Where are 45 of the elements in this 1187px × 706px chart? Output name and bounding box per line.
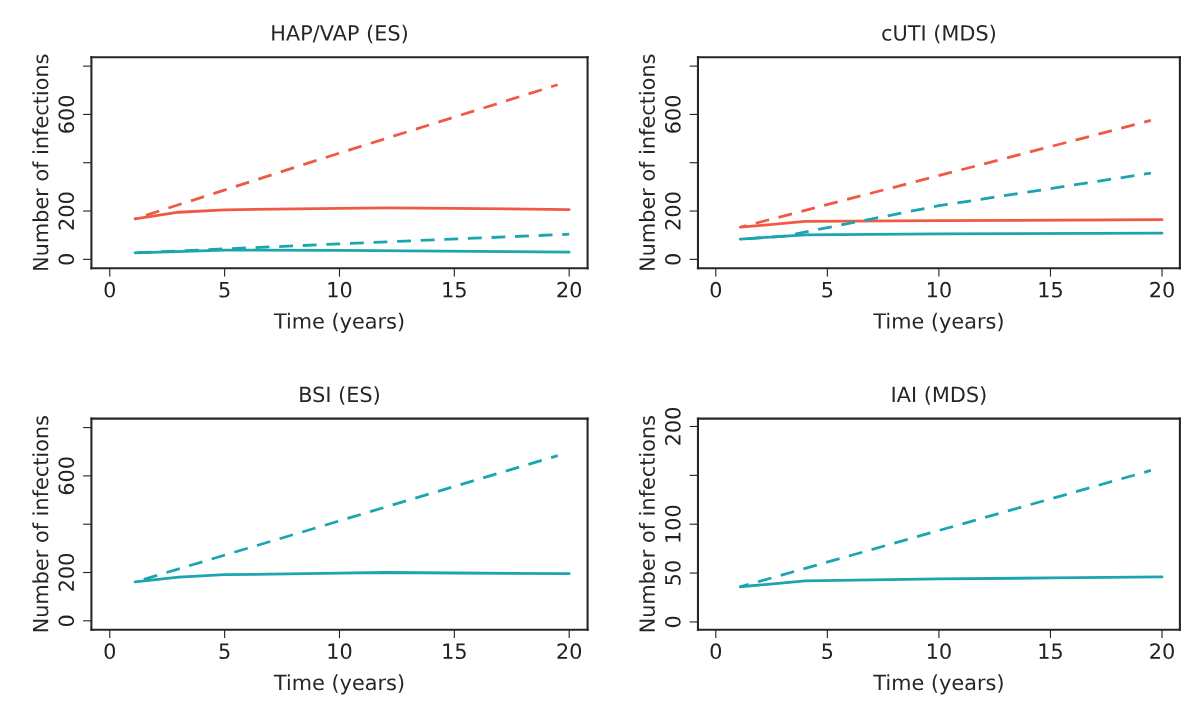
chart-title: IAI (MDS) [892,386,986,405]
y-tick-label: 600 [58,95,75,133]
x-tick-label: 5 [822,282,833,298]
y-tick-label: 200 [664,192,681,230]
chart-title: HAP/VAP (ES) [272,24,407,44]
x-tick-label: 10 [927,643,951,660]
x-tick-label: 0 [104,643,116,660]
y-tick-label: 200 [664,407,681,445]
x-tick-label: 10 [927,281,951,298]
x-tick-label: 15 [1039,643,1062,660]
x-tick-label: 0 [710,281,722,298]
y-tick-label: 100 [664,505,681,542]
x-tick-label: 20 [1150,643,1174,660]
x-axis-title: Time (years) [873,674,1003,695]
y-axis-title: Number of infections [32,54,49,270]
x-tick-label: 0 [710,643,722,660]
y-tick-label: 600 [664,95,681,133]
x-axis-title: Time (years) [273,312,404,333]
x-tick-label: 0 [104,281,116,298]
x-tick-label: 20 [1150,281,1174,298]
x-tick-label: 20 [557,281,582,298]
y-tick-label: 200 [58,192,75,230]
x-tick-label: 10 [328,643,352,660]
x-axis-title: Time (years) [873,312,1003,333]
x-axis-title: Time (years) [273,674,404,695]
y-tick-label: 50 [664,561,681,585]
y-tick-label: 0 [664,254,681,265]
chart-title: BSI (ES) [300,386,379,405]
x-tick-label: 15 [1039,282,1062,298]
x-tick-label: 5 [219,282,230,298]
y-tick-label: 0 [664,616,681,628]
x-tick-label: 20 [557,643,582,660]
x-tick-label: 5 [219,643,230,660]
x-tick-label: 5 [822,643,833,660]
y-axis-title: Number of infections [638,416,656,632]
x-tick-label: 10 [328,281,352,298]
y-axis-title: Number of infections [32,416,49,632]
y-tick-label: 0 [58,615,75,627]
y-tick-label: 0 [58,254,75,265]
chart-title: cUTI (MDS) [882,24,995,44]
x-tick-label: 15 [443,643,466,660]
y-axis-title: Number of infections [638,54,656,270]
y-tick-label: 200 [58,554,75,591]
y-tick-label: 600 [58,457,75,495]
x-tick-label: 15 [443,282,466,298]
